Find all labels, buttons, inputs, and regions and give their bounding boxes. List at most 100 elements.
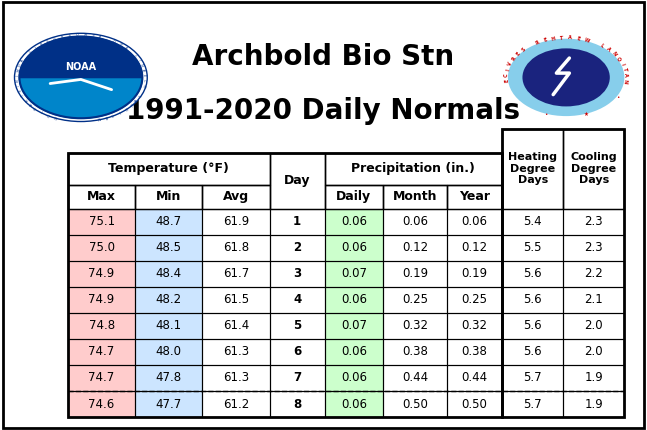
Text: A: A [623, 73, 628, 77]
Text: 0.19: 0.19 [461, 267, 488, 280]
Text: E: E [515, 51, 521, 57]
Bar [203, 235, 270, 261]
Bar [135, 287, 203, 313]
Text: 2.0: 2.0 [584, 345, 603, 359]
Bar [68, 209, 135, 235]
Text: 0.06: 0.06 [341, 345, 367, 359]
Bar [563, 235, 624, 261]
Bar [563, 287, 624, 313]
Bar [325, 365, 383, 391]
Text: 0.06: 0.06 [461, 215, 488, 228]
Bar [135, 185, 203, 209]
Bar [325, 261, 383, 287]
Bar [383, 287, 447, 313]
Bar [383, 209, 447, 235]
Text: T: T [560, 35, 564, 41]
Bar [447, 339, 502, 365]
Bar [68, 313, 135, 339]
Bar [502, 313, 563, 339]
Bar [502, 235, 563, 261]
Text: Temperature (°F): Temperature (°F) [109, 162, 229, 175]
Text: NOAA: NOAA [65, 62, 96, 72]
Bar [502, 287, 563, 313]
Bar [447, 287, 502, 313]
Bar [502, 209, 563, 235]
Bar [270, 313, 325, 339]
Text: 61.2: 61.2 [223, 398, 249, 411]
Bar [68, 185, 135, 209]
Bar [203, 339, 270, 365]
Bar [68, 235, 135, 261]
Bar [325, 153, 502, 185]
Bar [502, 313, 563, 339]
Bar [563, 365, 624, 391]
Text: 0.50: 0.50 [461, 398, 487, 411]
Text: 0.32: 0.32 [461, 319, 488, 332]
Text: 0.44: 0.44 [461, 372, 488, 384]
Bar [447, 391, 502, 417]
Bar [68, 287, 135, 313]
Bar [325, 339, 383, 365]
Bar [383, 261, 447, 287]
Bar [447, 209, 502, 235]
Text: 0.38: 0.38 [402, 345, 428, 359]
Text: 5.6: 5.6 [523, 293, 542, 306]
Text: Max: Max [87, 190, 116, 203]
Bar [270, 153, 325, 209]
Bar [203, 365, 270, 391]
Bar [68, 261, 135, 287]
Bar [203, 185, 270, 209]
Text: M: M [16, 68, 21, 72]
Bar [447, 287, 502, 313]
Bar [563, 235, 624, 261]
Bar [270, 209, 325, 235]
Bar [325, 365, 383, 391]
Text: A: A [98, 35, 102, 40]
Bar [383, 313, 447, 339]
Text: 0.06: 0.06 [341, 215, 367, 228]
Text: A: A [133, 98, 137, 101]
Text: 2.2: 2.2 [584, 267, 603, 280]
Bar [383, 209, 447, 235]
Text: Precipitation (in.): Precipitation (in.) [351, 162, 476, 175]
Text: 2.0: 2.0 [584, 319, 603, 332]
Bar [203, 261, 270, 287]
Text: 1: 1 [293, 215, 302, 228]
Circle shape [14, 33, 148, 122]
Text: H: H [551, 36, 556, 42]
Bar [135, 339, 203, 365]
Bar [135, 235, 203, 261]
Text: 0.12: 0.12 [402, 241, 428, 254]
Text: 61.3: 61.3 [223, 345, 249, 359]
Text: O: O [76, 33, 78, 37]
Bar [383, 287, 447, 313]
Bar [502, 129, 624, 417]
Text: 1.9: 1.9 [584, 398, 603, 411]
Text: 0.06: 0.06 [341, 398, 367, 411]
Bar [325, 339, 383, 365]
Bar [563, 261, 624, 287]
Text: I: I [619, 62, 624, 66]
Polygon shape [19, 37, 142, 77]
Bar [68, 339, 135, 365]
Bar [270, 153, 325, 209]
Text: M: M [83, 33, 86, 37]
Bar [383, 391, 447, 417]
Text: 61.9: 61.9 [223, 215, 249, 228]
Bar [325, 261, 383, 287]
Bar [203, 313, 270, 339]
Text: R: R [25, 98, 30, 102]
Text: 2.3: 2.3 [584, 241, 603, 254]
Bar [502, 209, 563, 235]
Text: A: A [141, 69, 146, 72]
Text: N: N [611, 51, 617, 57]
Bar [68, 365, 135, 391]
Bar [383, 313, 447, 339]
Bar [383, 365, 447, 391]
Text: P: P [60, 35, 63, 40]
Text: Year: Year [459, 190, 490, 203]
Text: 0.19: 0.19 [402, 267, 428, 280]
Bar [203, 365, 270, 391]
Bar [68, 261, 135, 287]
Bar [270, 287, 325, 313]
